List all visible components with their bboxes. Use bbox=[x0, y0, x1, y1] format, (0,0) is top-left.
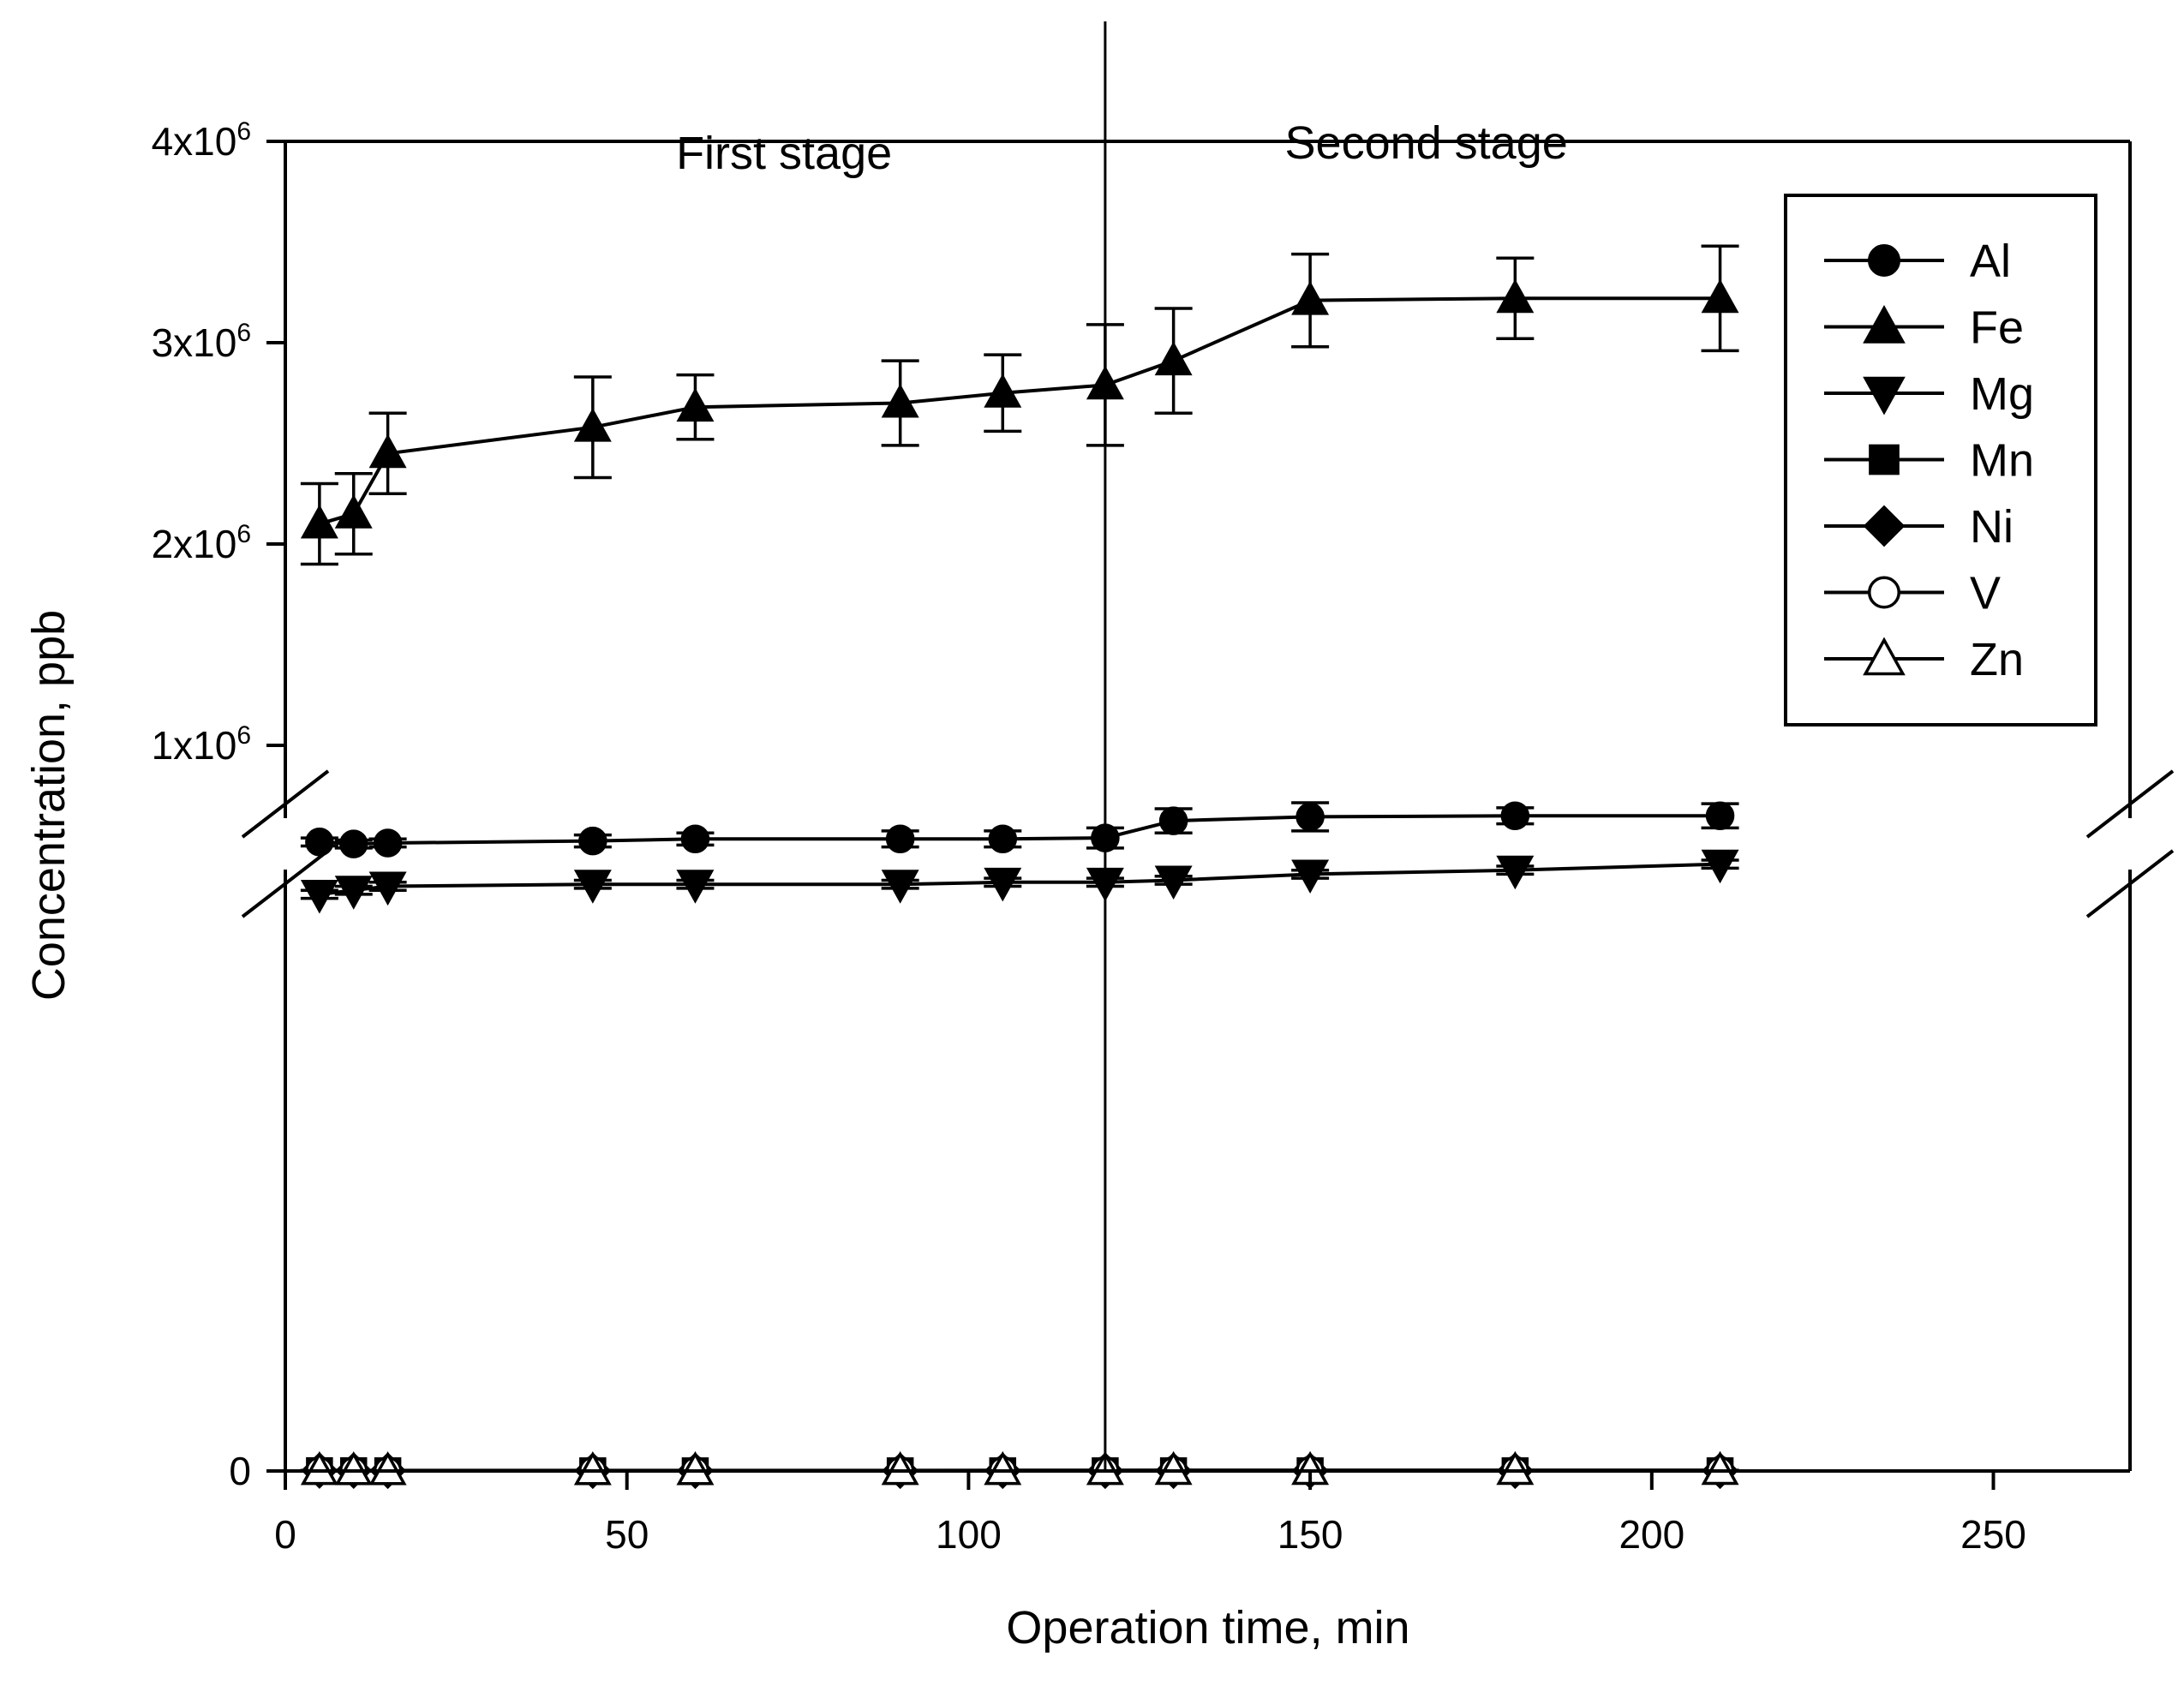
data-point-al bbox=[375, 830, 401, 856]
x-tick-label: 250 bbox=[1960, 1512, 2026, 1557]
legend-label-fe: Fe bbox=[1970, 302, 2024, 354]
x-tick-label: 100 bbox=[936, 1512, 1002, 1557]
x-tick-label: 0 bbox=[274, 1512, 296, 1557]
data-point-al bbox=[1297, 804, 1323, 829]
x-tick-label: 150 bbox=[1277, 1512, 1343, 1557]
data-point-al bbox=[1502, 803, 1528, 828]
data-point-al bbox=[1708, 803, 1733, 828]
data-point-al bbox=[888, 826, 913, 852]
legend-marker-v bbox=[1870, 577, 1900, 607]
data-point-al bbox=[580, 828, 606, 854]
y-tick-label: 4x106 bbox=[152, 117, 251, 164]
data-point-al bbox=[341, 831, 367, 857]
legend-label-mg: Mg bbox=[1970, 368, 2034, 420]
legend-label-ni: Ni bbox=[1970, 501, 2013, 553]
legend-label-mn: Mn bbox=[1970, 435, 2034, 487]
data-point-al bbox=[990, 826, 1015, 852]
x-tick-label: 200 bbox=[1619, 1512, 1684, 1557]
y-tick-label: 0 bbox=[229, 1449, 251, 1493]
y-axis-title: Concentration, ppb bbox=[23, 610, 75, 1001]
x-axis-title: Operation time, min bbox=[1006, 1602, 1409, 1653]
y-tick-label: 1x106 bbox=[152, 721, 251, 768]
stage-annotation-1: First stage bbox=[676, 128, 892, 179]
data-point-al bbox=[682, 826, 708, 852]
legend: Al Fe Mg Mn Ni V Zn bbox=[1786, 195, 2096, 725]
data-point-al bbox=[1161, 808, 1187, 834]
data-point-al bbox=[307, 829, 332, 855]
y-tick-label: 3x106 bbox=[152, 319, 251, 365]
legend-label-zn: Zn bbox=[1970, 634, 2024, 685]
y-tick-label: 2x106 bbox=[152, 520, 251, 566]
stage-annotation-2: Second stage bbox=[1285, 117, 1568, 169]
legend-label-v: V bbox=[1970, 568, 2001, 619]
x-tick-label: 50 bbox=[605, 1512, 649, 1557]
legend-label-al: Al bbox=[1970, 236, 2011, 287]
legend-marker-al bbox=[1870, 246, 1900, 276]
legend-marker-mn bbox=[1870, 445, 1898, 473]
